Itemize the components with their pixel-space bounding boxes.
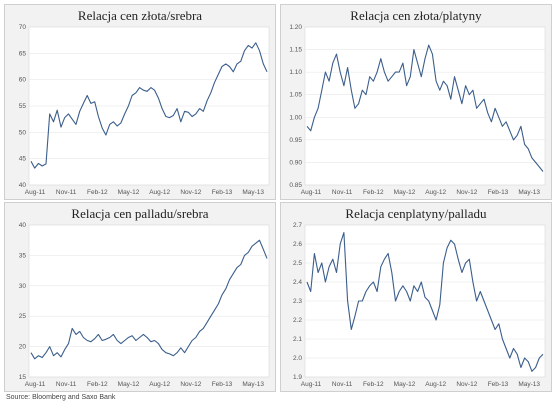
x-tick-label: May-13 [518,189,540,196]
x-tick-label: Aug-11 [25,189,46,196]
y-tick-label: 1.10 [289,69,302,76]
x-tick-label: May-13 [242,381,264,388]
series-line [30,42,268,169]
x-tick-label: Feb-13 [488,381,509,388]
x-tick-label: Nov-12 [180,189,201,196]
y-tick-label: 25 [19,313,27,320]
y-tick-label: 1.05 [289,92,302,99]
plot-area [28,224,270,378]
chart-svg: Relacja cen złota/srebra 40 45 50 55 60 65 70 Au… [19,8,270,196]
x-tick-label: May-12 [394,189,416,196]
x-tick-label: Feb-13 [212,189,233,196]
y-tick-label: 15 [19,374,27,381]
y-tick-label: 20 [19,344,27,351]
x-tick-label: Feb-13 [488,189,509,196]
x-tick-label: Feb-12 [87,381,108,388]
x-tick-label: May-12 [118,189,140,196]
x-tick-label: Aug-12 [149,381,170,388]
x-tick-label: Aug-11 [301,381,322,388]
series-line [30,239,268,360]
chart-panel-platinum-palladium: Relacja cenplatyny/palladu 1.9 2.0 2.1 2.2 2.… [280,202,552,392]
x-tick-label: May-13 [242,189,264,196]
x-tick-label: May-13 [518,381,540,388]
chart-panel-palladium-silver: Relacja cen palladu/srebra 15 20 25 30 35 40 Au… [4,202,276,392]
plot-area [304,26,546,186]
y-tick-label: 1.20 [289,24,302,31]
x-tick-label: Nov-11 [332,381,353,388]
x-tick-label: Aug-12 [425,381,446,388]
y-tick-label: 2.5 [293,260,302,267]
y-tick-label: 65 [19,50,27,57]
y-tick-label: 45 [19,156,27,163]
y-tick-label: 1.15 [289,47,302,54]
y-tick-label: 40 [19,222,27,229]
chart-title: Relacja cen złota/platyny [350,8,482,23]
x-tick-label: Nov-11 [56,189,77,196]
x-tick-label: Nov-11 [56,381,77,388]
x-tick-label: Aug-11 [301,189,322,196]
chart-panel-gold-silver: Relacja cen złota/srebra 40 45 50 55 60 65 70 Au… [4,4,276,200]
y-tick-label: 30 [19,283,27,290]
y-tick-label: 2.3 [293,298,302,305]
chart-title: Relacja cen złota/srebra [78,8,202,23]
y-tick-label: 50 [19,129,27,136]
x-tick-label: Aug-12 [149,189,170,196]
x-tick-label: Aug-12 [425,189,446,196]
y-tick-label: 1.00 [289,114,302,121]
x-tick-label: Nov-12 [456,189,477,196]
series-line [306,44,544,172]
y-tick-label: 55 [19,103,27,110]
chart-panel-gold-platinum: Relacja cen złota/platyny 0.85 0.90 0.95 1.0… [280,4,552,200]
x-tick-label: Nov-11 [332,189,353,196]
chart-svg: Relacja cen złota/platyny 0.85 0.90 0.95 1.0… [289,8,546,196]
y-tick-label: 60 [19,77,27,84]
y-tick-label: 2.1 [293,336,302,343]
y-tick-label: 0.90 [289,159,302,166]
y-tick-label: 2.4 [293,279,302,286]
y-tick-label: 2.2 [293,317,302,324]
y-tick-label: 0.95 [289,137,302,144]
y-tick-label: 2.7 [293,222,302,229]
x-tick-label: May-12 [118,381,140,388]
x-tick-label: Feb-12 [363,381,384,388]
y-tick-label: 2.6 [293,241,302,248]
x-tick-label: May-12 [394,381,416,388]
chart-title: Relacja cenplatyny/palladu [345,206,487,221]
x-tick-label: Aug-11 [25,381,46,388]
y-tick-label: 35 [19,252,27,259]
chart-title: Relacja cen palladu/srebra [71,206,208,221]
x-tick-label: Nov-12 [456,381,477,388]
x-tick-label: Feb-12 [87,189,108,196]
x-tick-label: Nov-12 [180,381,201,388]
x-tick-label: Feb-12 [363,189,384,196]
y-tick-label: 0.85 [289,182,302,189]
source-note: Source: Bloomberg and Saxo Bank [6,394,116,401]
y-tick-label: 1.9 [293,374,302,381]
y-tick-label: 40 [19,182,27,189]
x-tick-label: Feb-13 [212,381,233,388]
chart-svg: Relacja cen palladu/srebra 15 20 25 30 35 40 Au… [19,206,270,388]
series-line [306,232,544,372]
y-tick-label: 2.0 [293,355,302,362]
y-tick-label: 70 [19,24,27,31]
chart-svg: Relacja cenplatyny/palladu 1.9 2.0 2.1 2.2 2.… [293,206,546,388]
